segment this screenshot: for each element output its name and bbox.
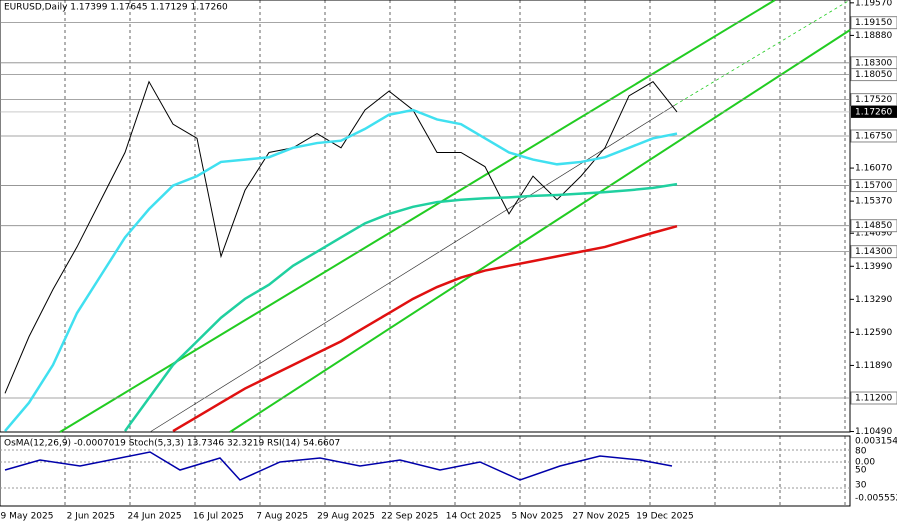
indicator-scale-label: 0.0031542 xyxy=(855,437,897,447)
level-tag-bg xyxy=(850,68,897,82)
x-tick-label: 7 Aug 2025 xyxy=(256,512,308,522)
series-line xyxy=(4,108,678,432)
level-label: 1.18300 xyxy=(855,58,892,68)
indicator-pane xyxy=(0,435,851,507)
y-tick-label: 1.12590 xyxy=(855,328,892,338)
indicator-scale-label: -0.005552 xyxy=(855,494,897,504)
indicator-scale-label: 80 xyxy=(855,447,867,457)
level-label: 1.19150 xyxy=(855,18,892,28)
main-pane xyxy=(0,0,851,433)
level-label: 1.11200 xyxy=(855,394,892,404)
series-line xyxy=(172,224,678,433)
level-tag-bg xyxy=(850,391,897,405)
indicator-line xyxy=(4,451,673,481)
x-tick-label: 22 Sep 2025 xyxy=(381,512,438,522)
level-label: 1.14850 xyxy=(855,221,892,231)
indicator-title: OsMA(12,26,9) -0.0007019 Stoch(5,3,3) 13… xyxy=(4,439,340,449)
y-tick-label: 1.14690 xyxy=(855,229,892,239)
indicator-scale-label: 50 xyxy=(855,466,867,476)
y-tick-label: 1.13990 xyxy=(855,262,892,272)
level-tag-bg xyxy=(850,179,897,193)
x-tick-label: 29 Aug 2025 xyxy=(317,512,375,522)
level-label: 1.15700 xyxy=(855,181,892,191)
indicator-scale-label: 30 xyxy=(855,481,867,491)
last-price-bg xyxy=(851,105,897,118)
x-tick-label: 2 Jun 2025 xyxy=(67,512,115,522)
level-tag-bg xyxy=(850,245,897,259)
series-line xyxy=(4,80,678,394)
last-price-label: 1.17260 xyxy=(855,107,892,117)
y-tick-label: 1.13290 xyxy=(855,295,892,305)
x-tick-label: 5 Nov 2025 xyxy=(511,512,563,522)
level-tag-bg xyxy=(850,93,897,107)
indicator-scale-label: 0.00 xyxy=(855,458,875,468)
vertical-grid xyxy=(64,0,846,506)
level-label: 1.18050 xyxy=(855,70,892,80)
x-tick-label: 14 Oct 2025 xyxy=(446,512,502,522)
x-tick-label: 27 Nov 2025 xyxy=(572,512,630,522)
x-tick-label: 24 Jun 2025 xyxy=(128,512,182,522)
y-tick-label: 1.16070 xyxy=(855,164,892,174)
chart-title: EURUSD,Daily 1.17399 1.17645 1.17129 1.1… xyxy=(4,3,228,13)
level-tag-bg xyxy=(850,16,897,30)
level-tag-bg xyxy=(850,129,897,143)
y-tick-label: 1.18880 xyxy=(855,31,892,41)
channel-lower xyxy=(229,29,851,433)
x-tick-label: 16 Jul 2025 xyxy=(193,512,244,522)
y-tick-label: 1.19570 xyxy=(855,0,892,8)
series-line xyxy=(123,182,678,432)
x-tick-label: 19 Dec 2025 xyxy=(636,512,694,522)
y-tick-label: 1.15370 xyxy=(855,197,892,207)
channel-ext xyxy=(674,0,851,106)
level-tag-bg xyxy=(850,219,897,233)
y-tick-label: 1.10490 xyxy=(855,427,892,437)
level-label: 1.17520 xyxy=(855,95,892,105)
level-label: 1.14300 xyxy=(855,247,892,257)
x-tick-label: 9 May 2025 xyxy=(1,512,54,522)
y-tick-label: 1.11890 xyxy=(855,361,892,371)
level-label: 1.16750 xyxy=(855,131,892,141)
